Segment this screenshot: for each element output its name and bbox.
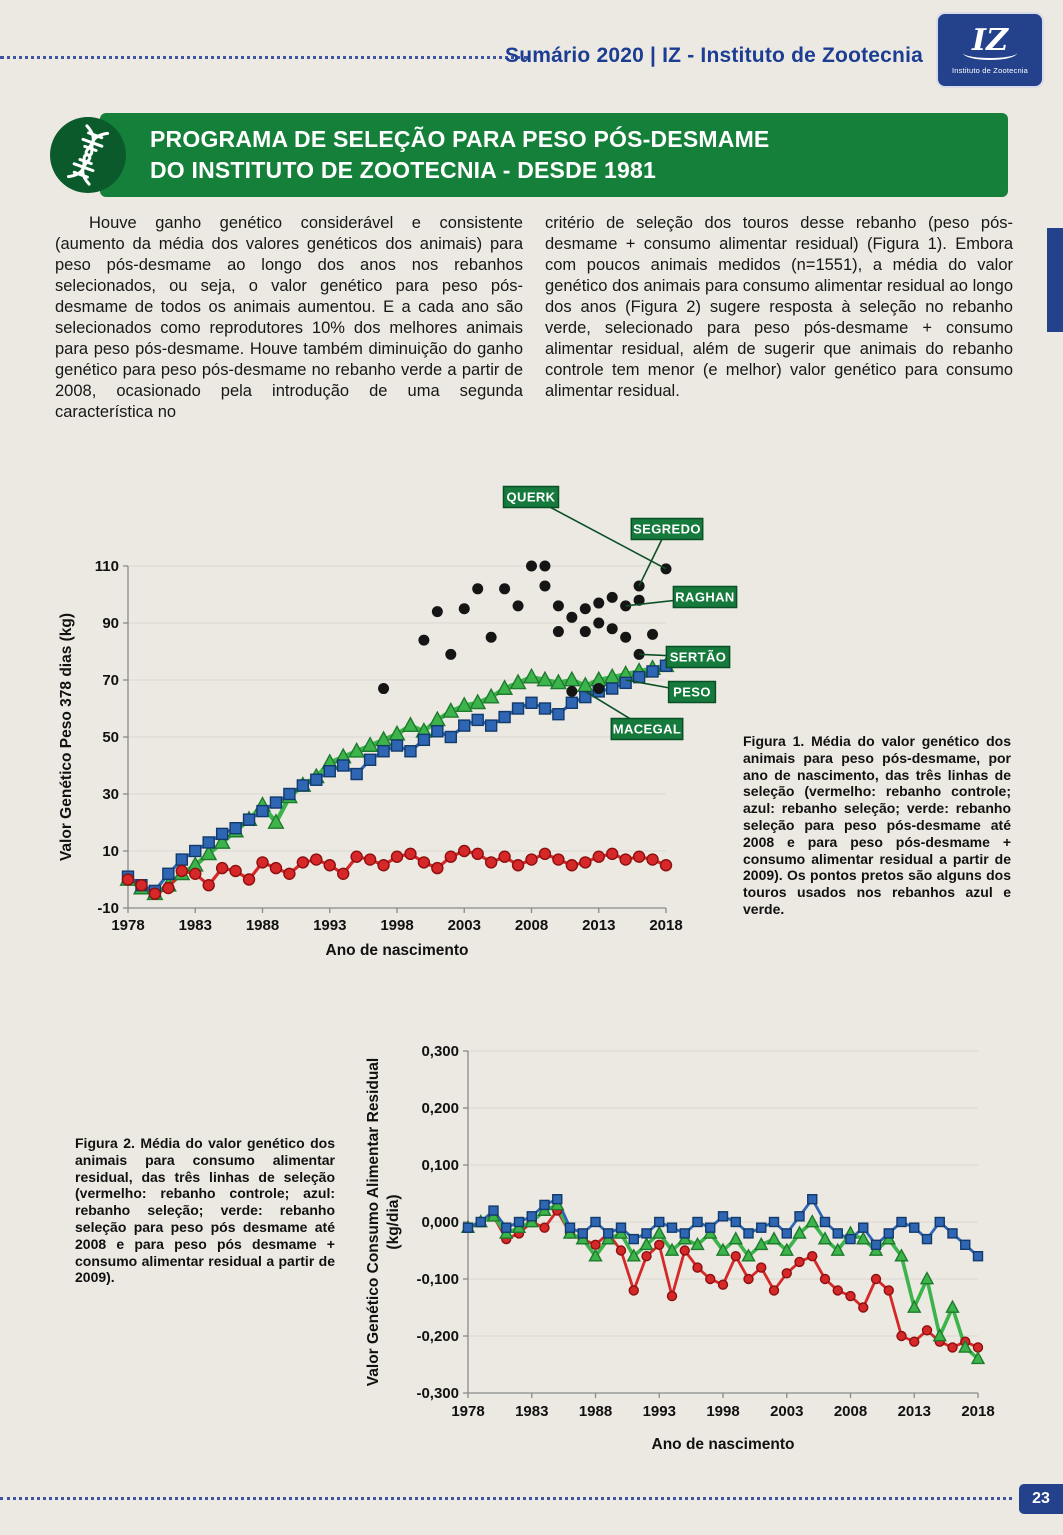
svg-text:1983: 1983 [179, 917, 212, 934]
svg-text:2008: 2008 [515, 917, 548, 934]
svg-text:0,100: 0,100 [421, 1157, 459, 1174]
svg-text:QUERK: QUERK [507, 490, 556, 505]
svg-text:1988: 1988 [246, 917, 279, 934]
svg-text:PESO: PESO [673, 685, 711, 700]
dna-icon [48, 115, 128, 195]
figure1-caption: Figura 1. Média do valor genético dos an… [743, 733, 1011, 917]
svg-text:2013: 2013 [898, 1403, 931, 1420]
svg-text:SEGREDO: SEGREDO [633, 522, 701, 537]
svg-text:1998: 1998 [380, 917, 413, 934]
body-text-column-2: critério de seleção dos touros desse reb… [545, 214, 1013, 400]
header-dotted-line [0, 56, 528, 59]
title-line1: PROGRAMA DE SELEÇÃO PARA PESO PÓS-DESMAM… [150, 126, 770, 152]
svg-text:110: 110 [95, 558, 119, 575]
svg-text:0,300: 0,300 [421, 1043, 459, 1060]
svg-text:(kg/dia): (kg/dia) [385, 1194, 402, 1249]
svg-text:2013: 2013 [582, 917, 615, 934]
figure2-chart: 0,3000,2000,1000,000-0,100-0,200-0,30019… [365, 1043, 995, 1453]
iz-logo-swoosh-icon [963, 52, 1017, 60]
svg-text:-0,200: -0,200 [416, 1328, 459, 1345]
footer-dotted-line [0, 1497, 1012, 1500]
svg-text:Valor Genético Peso 378 dias (: Valor Genético Peso 378 dias (kg) [58, 613, 75, 861]
svg-text:1993: 1993 [643, 1403, 676, 1420]
svg-text:1978: 1978 [111, 917, 144, 934]
page-number-badge: 23 [1019, 1484, 1063, 1514]
svg-text:MACEGAL: MACEGAL [613, 722, 682, 737]
svg-text:2008: 2008 [834, 1403, 867, 1420]
body-text-column-1: Houve ganho genético considerável e cons… [55, 214, 523, 421]
svg-text:90: 90 [102, 615, 119, 632]
svg-text:0,200: 0,200 [421, 1100, 459, 1117]
svg-text:Ano de nascimento: Ano de nascimento [326, 942, 469, 959]
svg-text:2018: 2018 [649, 917, 682, 934]
svg-text:Ano de nascimento: Ano de nascimento [652, 1436, 795, 1453]
svg-text:1993: 1993 [313, 917, 346, 934]
svg-text:Valor Genético Consumo Aliment: Valor Genético Consumo Alimentar Residua… [365, 1058, 382, 1386]
iz-logo-monogram: IZ [972, 22, 1008, 58]
svg-text:1998: 1998 [706, 1403, 739, 1420]
svg-text:2003: 2003 [448, 917, 481, 934]
svg-text:0,000: 0,000 [421, 1214, 459, 1231]
svg-text:50: 50 [102, 729, 119, 746]
right-edge-accent-bar [1047, 228, 1063, 332]
svg-text:2018: 2018 [961, 1403, 994, 1420]
iz-logo: IZ Instituto de Zootecnia [936, 12, 1044, 88]
svg-text:RAGHAN: RAGHAN [675, 590, 734, 605]
header-title: Sumário 2020 | IZ - Instituto de Zootecn… [504, 44, 923, 67]
figure2-caption: Figura 2. Média do valor genético dos an… [75, 1135, 335, 1286]
svg-text:1978: 1978 [451, 1403, 484, 1420]
svg-text:1983: 1983 [515, 1403, 548, 1420]
svg-text:-0,300: -0,300 [416, 1385, 459, 1402]
svg-text:1988: 1988 [579, 1403, 612, 1420]
svg-text:2003: 2003 [770, 1403, 803, 1420]
svg-text:SERTÃO: SERTÃO [670, 650, 727, 665]
iz-logo-subtext: Instituto de Zootecnia [951, 65, 1029, 75]
svg-text:30: 30 [102, 786, 119, 803]
svg-text:10: 10 [102, 843, 119, 860]
svg-text:70: 70 [102, 672, 119, 689]
title-line2: DO INSTITUTO DE ZOOTECNIA - DESDE 1981 [150, 157, 657, 183]
svg-text:-0,100: -0,100 [416, 1271, 459, 1288]
title-banner: PROGRAMA DE SELEÇÃO PARA PESO PÓS-DESMAM… [100, 113, 1008, 197]
svg-text:-10: -10 [97, 900, 119, 917]
